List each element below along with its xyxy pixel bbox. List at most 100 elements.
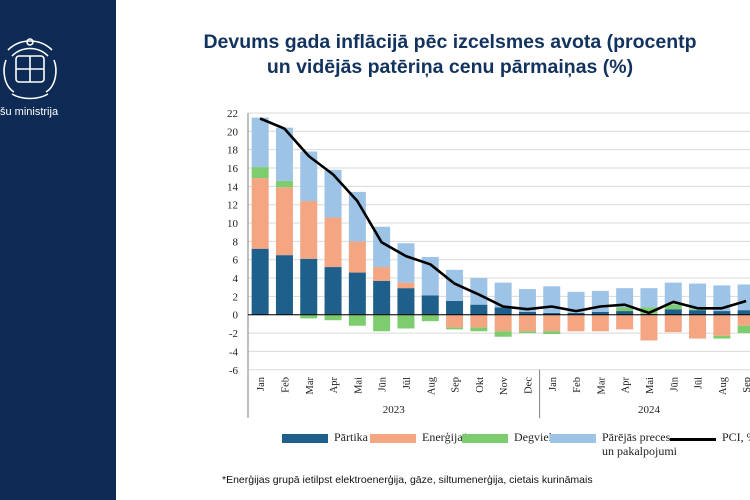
year-label: 2024 [638, 404, 661, 416]
x-tick-label: Aug [718, 376, 729, 395]
bar-parejas [616, 288, 634, 308]
bar-partika [591, 311, 609, 315]
y-tick-label: 0 [233, 310, 239, 322]
bar-energija [348, 241, 366, 273]
bar-parejas [689, 283, 707, 310]
bar-partika [421, 295, 439, 315]
bar-energija [737, 314, 750, 326]
bar-degviela [543, 331, 561, 334]
y-tick-label: 2 [233, 291, 239, 303]
sidebar-panel: šu ministrija [0, 0, 116, 500]
legend-label: Pārējās preces un pakalpojumi [602, 430, 677, 458]
x-tick-label: Jan [256, 376, 267, 391]
inflation-chart: -6 -4 -2 0 2 4 6 8 10 12 14 16 18 20 22 Jan Feb Mar Apr Mai… [227, 108, 750, 418]
x-tick-label: Sep [742, 377, 750, 393]
bar-partika [494, 307, 512, 315]
bar-energija [713, 314, 731, 336]
bar-energija [373, 267, 391, 281]
bar-partika [567, 312, 585, 315]
bar-parejas [640, 288, 658, 308]
bar-energija [275, 187, 293, 256]
legend-swatch [462, 434, 508, 443]
bar-partika [397, 288, 415, 315]
y-tick-label: 12 [227, 200, 238, 212]
bar-degviela [397, 314, 415, 329]
chart-title: Devums gada inflācijā pēc izcelsmes avot… [130, 30, 750, 80]
x-tick-label: Okt [475, 377, 486, 393]
bar-energija [397, 282, 415, 289]
x-tick-label: Mar [596, 377, 607, 395]
y-tick-label: 16 [227, 163, 239, 175]
x-tick-label: Jan [548, 376, 559, 391]
bar-degviela [300, 314, 318, 319]
y-tick-label: -6 [229, 365, 239, 377]
x-tick-label: Dec [523, 377, 534, 394]
title-line-2: un vidējās patēriņa cenu pārmaiņas (%) [266, 56, 634, 78]
bar-degviela [664, 304, 682, 310]
bar-parejas [324, 169, 342, 218]
bar-degviela [689, 309, 707, 311]
bar-degviela [421, 314, 439, 322]
y-tick-label: 20 [227, 126, 239, 138]
bar-energija [494, 314, 512, 332]
bar-parejas [275, 127, 293, 181]
bar-energija [446, 314, 464, 328]
year-label: 2023 [383, 404, 406, 416]
bar-parejas [446, 269, 464, 301]
bar-partika [251, 248, 269, 315]
y-tick-label: 18 [227, 145, 239, 157]
bar-energija [470, 314, 488, 328]
bar-degviela [251, 167, 269, 179]
bar-degviela [494, 331, 512, 337]
bar-energija [567, 314, 585, 332]
bar-partika [373, 280, 391, 315]
bar-parejas [567, 291, 585, 313]
bar-parejas [713, 285, 731, 312]
bar-partika [300, 258, 318, 315]
legend-label: Enerģija* [422, 430, 469, 444]
bar-parejas [348, 191, 366, 242]
x-tick-label: Mai [645, 377, 656, 394]
bar-partika [324, 267, 342, 315]
x-tick-label: Aug [426, 376, 437, 395]
x-tick-label: Jūl [402, 377, 413, 389]
bar-partika [689, 310, 707, 315]
bar-parejas [397, 243, 415, 283]
x-tick-label: Feb [572, 377, 583, 393]
bar-parejas [494, 282, 512, 308]
x-tick-label: Mai [353, 377, 364, 394]
y-tick-label: 22 [227, 108, 238, 120]
legend-swatch [550, 434, 596, 443]
x-tick-label: Mar [305, 377, 316, 395]
bar-degviela [324, 314, 342, 321]
bar-degviela [713, 335, 731, 339]
bar-partika [446, 300, 464, 315]
y-tick-label: 4 [233, 273, 239, 285]
y-tick-label: -2 [229, 328, 238, 340]
bar-degviela [446, 327, 464, 330]
bar-partika [713, 311, 731, 315]
legend-swatch [370, 434, 416, 443]
bar-degviela [275, 180, 293, 188]
bar-energija [251, 178, 269, 249]
bar-parejas [518, 289, 536, 312]
bar-partika [737, 310, 750, 315]
bar-parejas [664, 282, 682, 305]
footnote: *Enerģijas grupā ietilpst elektroenerģij… [222, 474, 593, 486]
x-tick-label: Sep [451, 377, 462, 393]
bar-partika [518, 311, 536, 315]
bar-degviela [518, 331, 536, 334]
bar-partika [348, 272, 366, 315]
bar-energija [518, 314, 536, 332]
x-tick-label: Apr [329, 377, 340, 394]
bar-energija [591, 314, 609, 332]
y-tick-label: 8 [233, 236, 239, 248]
bar-energija [300, 201, 318, 259]
bar-degviela [640, 307, 658, 314]
x-tick-label: Nov [499, 376, 510, 395]
bar-degviela [348, 314, 366, 326]
pci-line [259, 117, 747, 315]
bar-parejas [737, 284, 750, 311]
bar-parejas [251, 117, 269, 168]
title-line-1: Devums gada inflācijā pēc izcelsmes avot… [203, 31, 697, 53]
